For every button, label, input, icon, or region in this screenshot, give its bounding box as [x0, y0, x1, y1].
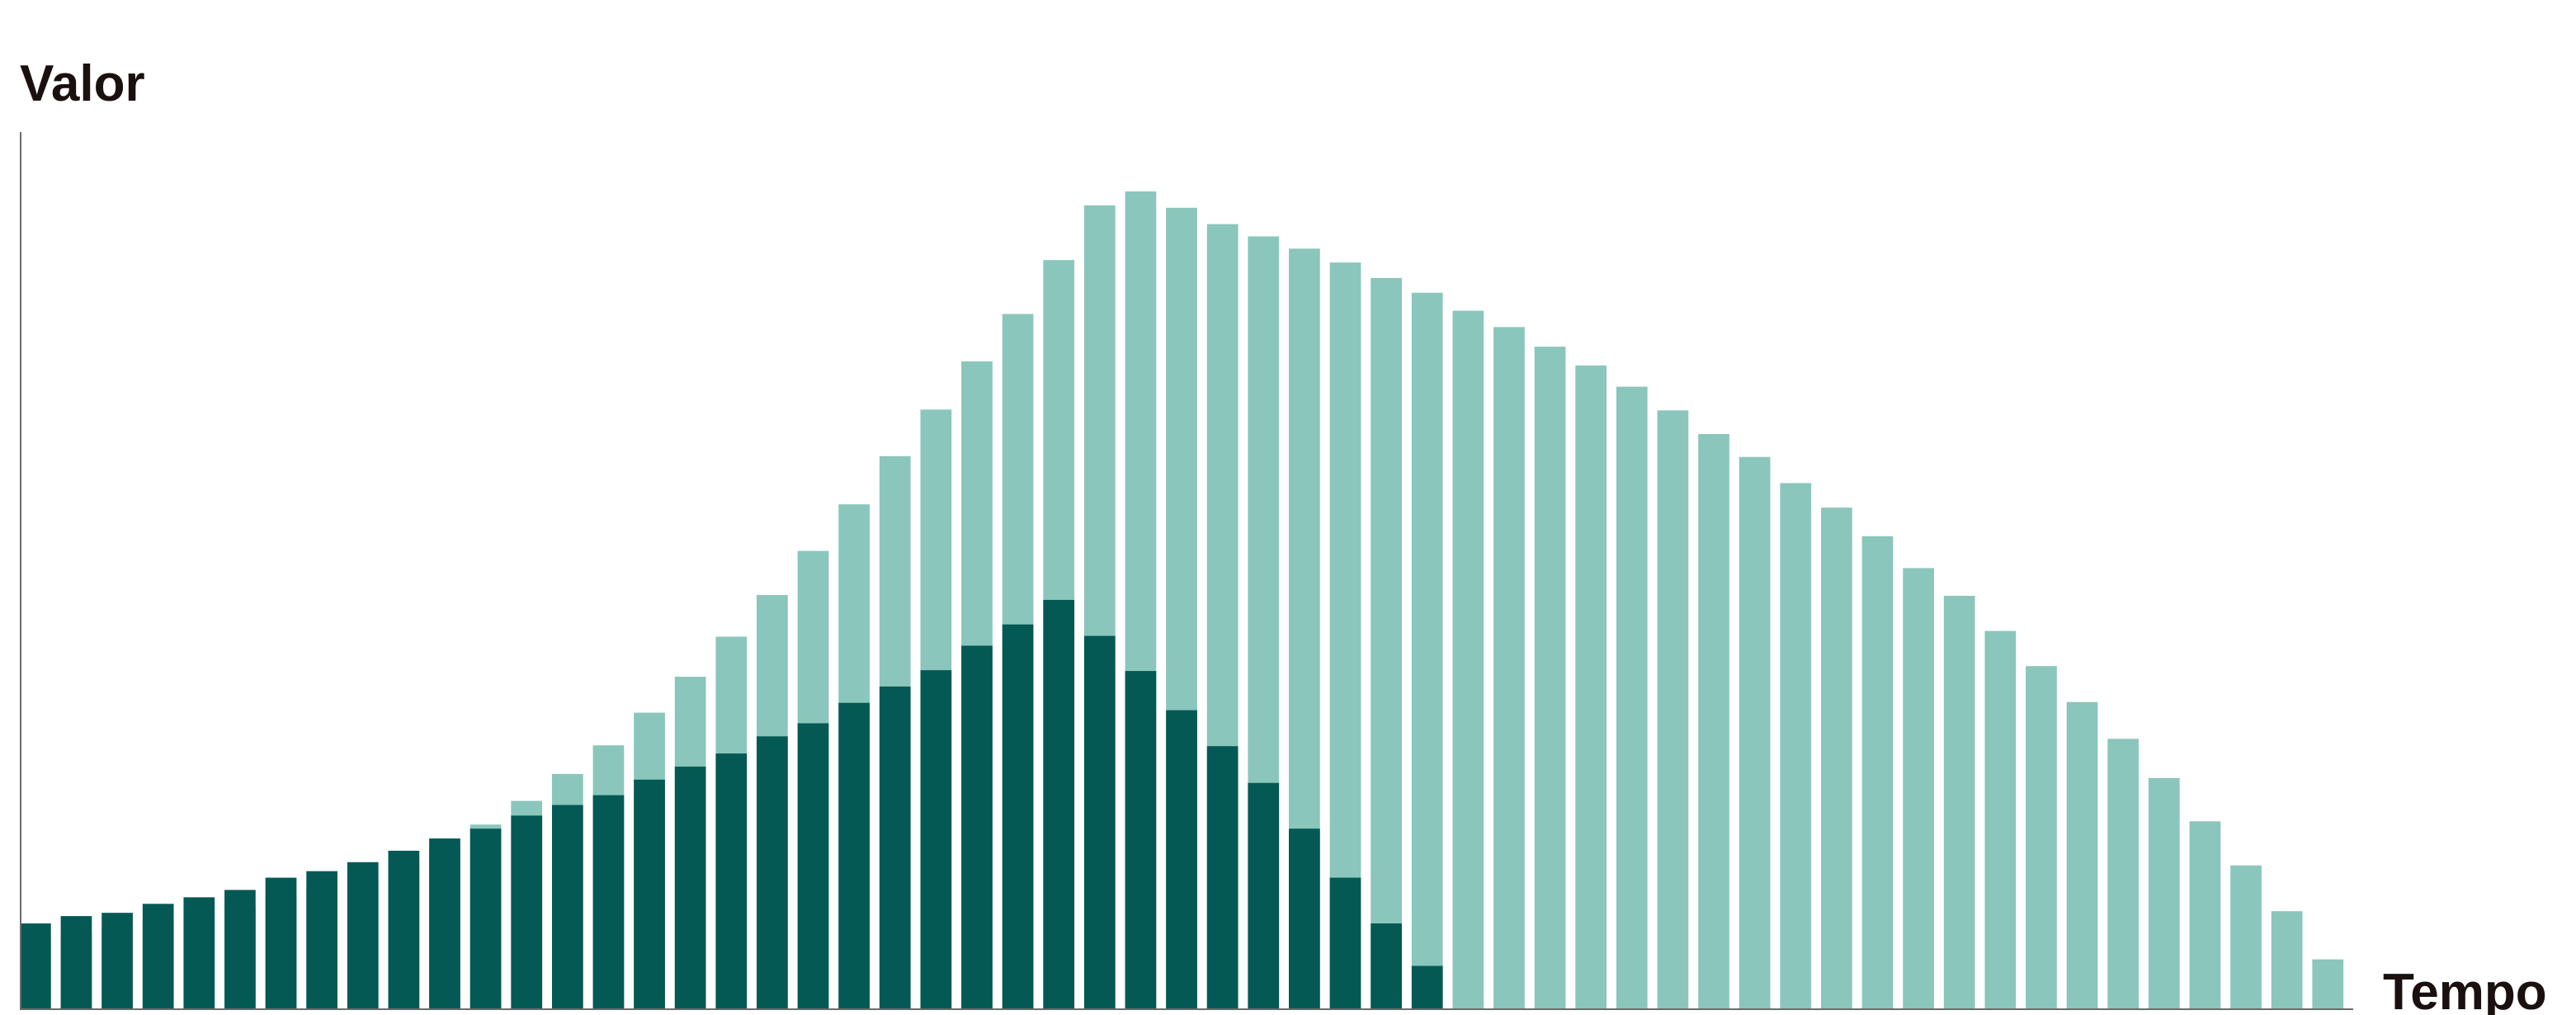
front-bar-31: [1248, 782, 1280, 1008]
front-series-bars: [20, 600, 1443, 1008]
back-bar-42: [1698, 434, 1729, 1008]
front-bar-27: [1083, 635, 1116, 1008]
front-bar-2: [60, 916, 92, 1008]
back-bar-43: [1739, 456, 1771, 1008]
front-bar-15: [592, 795, 625, 1008]
front-bar-14: [551, 805, 583, 1008]
front-bar-24: [961, 645, 993, 1008]
front-bar-18: [715, 753, 748, 1008]
back-bar-55: [2230, 865, 2262, 1008]
front-bar-20: [797, 723, 829, 1008]
front-bar-9: [347, 862, 379, 1008]
front-bar-7: [265, 877, 297, 1008]
back-bar-38: [1534, 347, 1566, 1009]
back-bar-52: [2107, 739, 2140, 1008]
back-bar-50: [2026, 666, 2057, 1008]
front-bar-23: [920, 670, 952, 1008]
back-bar-49: [1984, 630, 2017, 1008]
front-bar-34: [1371, 923, 1402, 1008]
back-bar-56: [2271, 911, 2303, 1008]
back-bar-51: [2066, 701, 2098, 1008]
front-bar-30: [1206, 746, 1238, 1008]
x-axis-title: Tempo: [2383, 964, 2547, 1015]
front-bar-32: [1289, 829, 1320, 1008]
front-bar-25: [1002, 624, 1034, 1008]
front-bar-4: [142, 904, 174, 1008]
front-bar-12: [469, 829, 502, 1008]
back-bar-40: [1616, 386, 1648, 1008]
back-bar-35: [1411, 292, 1443, 1008]
back-bar-53: [2148, 777, 2180, 1008]
front-bar-33: [1329, 877, 1361, 1008]
back-bar-34: [1371, 277, 1402, 1008]
front-bar-5: [183, 897, 215, 1008]
front-bar-35: [1411, 965, 1443, 1008]
front-bar-16: [634, 779, 665, 1008]
back-bar-44: [1780, 483, 1812, 1008]
back-bar-45: [1821, 508, 1852, 1008]
back-bar-57: [2312, 959, 2344, 1008]
front-bar-6: [224, 890, 256, 1008]
back-bar-48: [1943, 596, 1975, 1008]
front-bar-8: [306, 871, 338, 1008]
back-bar-36: [1452, 310, 1484, 1008]
front-bar-10: [388, 850, 420, 1008]
back-bar-37: [1493, 327, 1525, 1009]
front-bar-21: [838, 702, 870, 1008]
front-bar-19: [757, 736, 788, 1008]
back-bar-54: [2189, 821, 2221, 1008]
front-bar-26: [1043, 600, 1075, 1008]
front-bar-29: [1166, 710, 1197, 1008]
front-bar-22: [879, 686, 911, 1008]
back-bar-39: [1575, 365, 1607, 1008]
back-bar-46: [1861, 536, 1894, 1008]
front-bar-17: [674, 766, 706, 1008]
front-bar-1: [20, 923, 51, 1008]
back-bar-47: [1903, 568, 1934, 1008]
front-bar-3: [101, 913, 133, 1008]
back-bar-41: [1657, 410, 1689, 1008]
y-axis-title: Valor: [20, 55, 145, 112]
front-bar-13: [511, 815, 543, 1008]
front-bar-28: [1125, 671, 1157, 1008]
front-bar-11: [429, 838, 460, 1008]
